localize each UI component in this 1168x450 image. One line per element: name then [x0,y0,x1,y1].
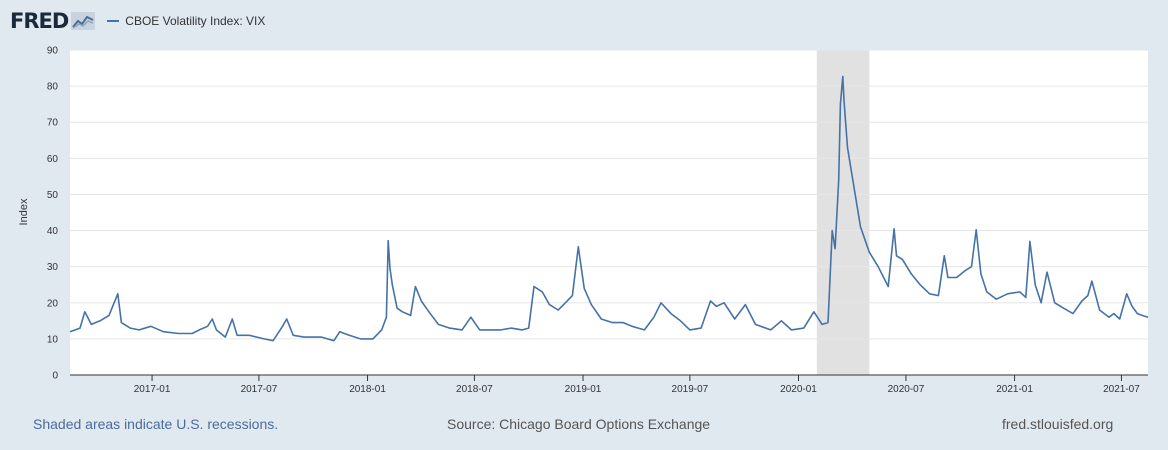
x-tick-label: 2019-01 [565,384,602,395]
site-url[interactable]: fred.stlouisfed.org [1002,416,1114,432]
series-line-vix[interactable] [69,75,1149,342]
x-tick-label: 2021-07 [1103,384,1140,395]
fred-logo[interactable]: FRED [10,9,69,33]
source-note: Source: Chicago Board Options Exchange [447,416,711,432]
y-tick-label: 70 [47,118,59,129]
x-tick-label: 2018-07 [456,384,493,395]
x-tick-label: 2019-07 [672,384,709,395]
vix-line-chart[interactable]: Index 0 10 20 30 40 50 60 70 80 90 2017-01 2017-07 2… [0,0,1168,405]
y-tick-label: 10 [47,334,59,345]
y-tick-label: 20 [47,298,59,309]
x-tick-label: 2018-01 [349,384,386,395]
y-tick-label: 90 [47,46,59,57]
y-tick-label: 60 [47,154,59,165]
legend-series-label[interactable]: CBOE Volatility Index: VIX [125,14,266,28]
y-axis-label: Index [18,198,30,225]
x-tick-label: 2020-07 [888,384,925,395]
header: FRED CBOE Volatility Index: VIX [10,8,265,34]
recession-shading [816,50,870,375]
y-tick-label: 50 [47,190,59,201]
y-tick-label: 80 [47,82,59,93]
y-tick-label: 0 [52,371,58,382]
legend-line-swatch [107,20,120,22]
recession-note[interactable]: Shaded areas indicate U.S. recessions. [33,416,279,432]
y-tick-label: 30 [47,262,59,273]
plot-area [70,50,1148,375]
x-tick-label: 2017-01 [134,384,171,395]
fred-chart-icon [71,12,96,30]
x-tick-label: 2020-01 [780,384,817,395]
x-tick-label: 2017-07 [241,384,278,395]
y-tick-label: 40 [47,226,59,237]
x-tick-label: 2021-01 [996,384,1033,395]
